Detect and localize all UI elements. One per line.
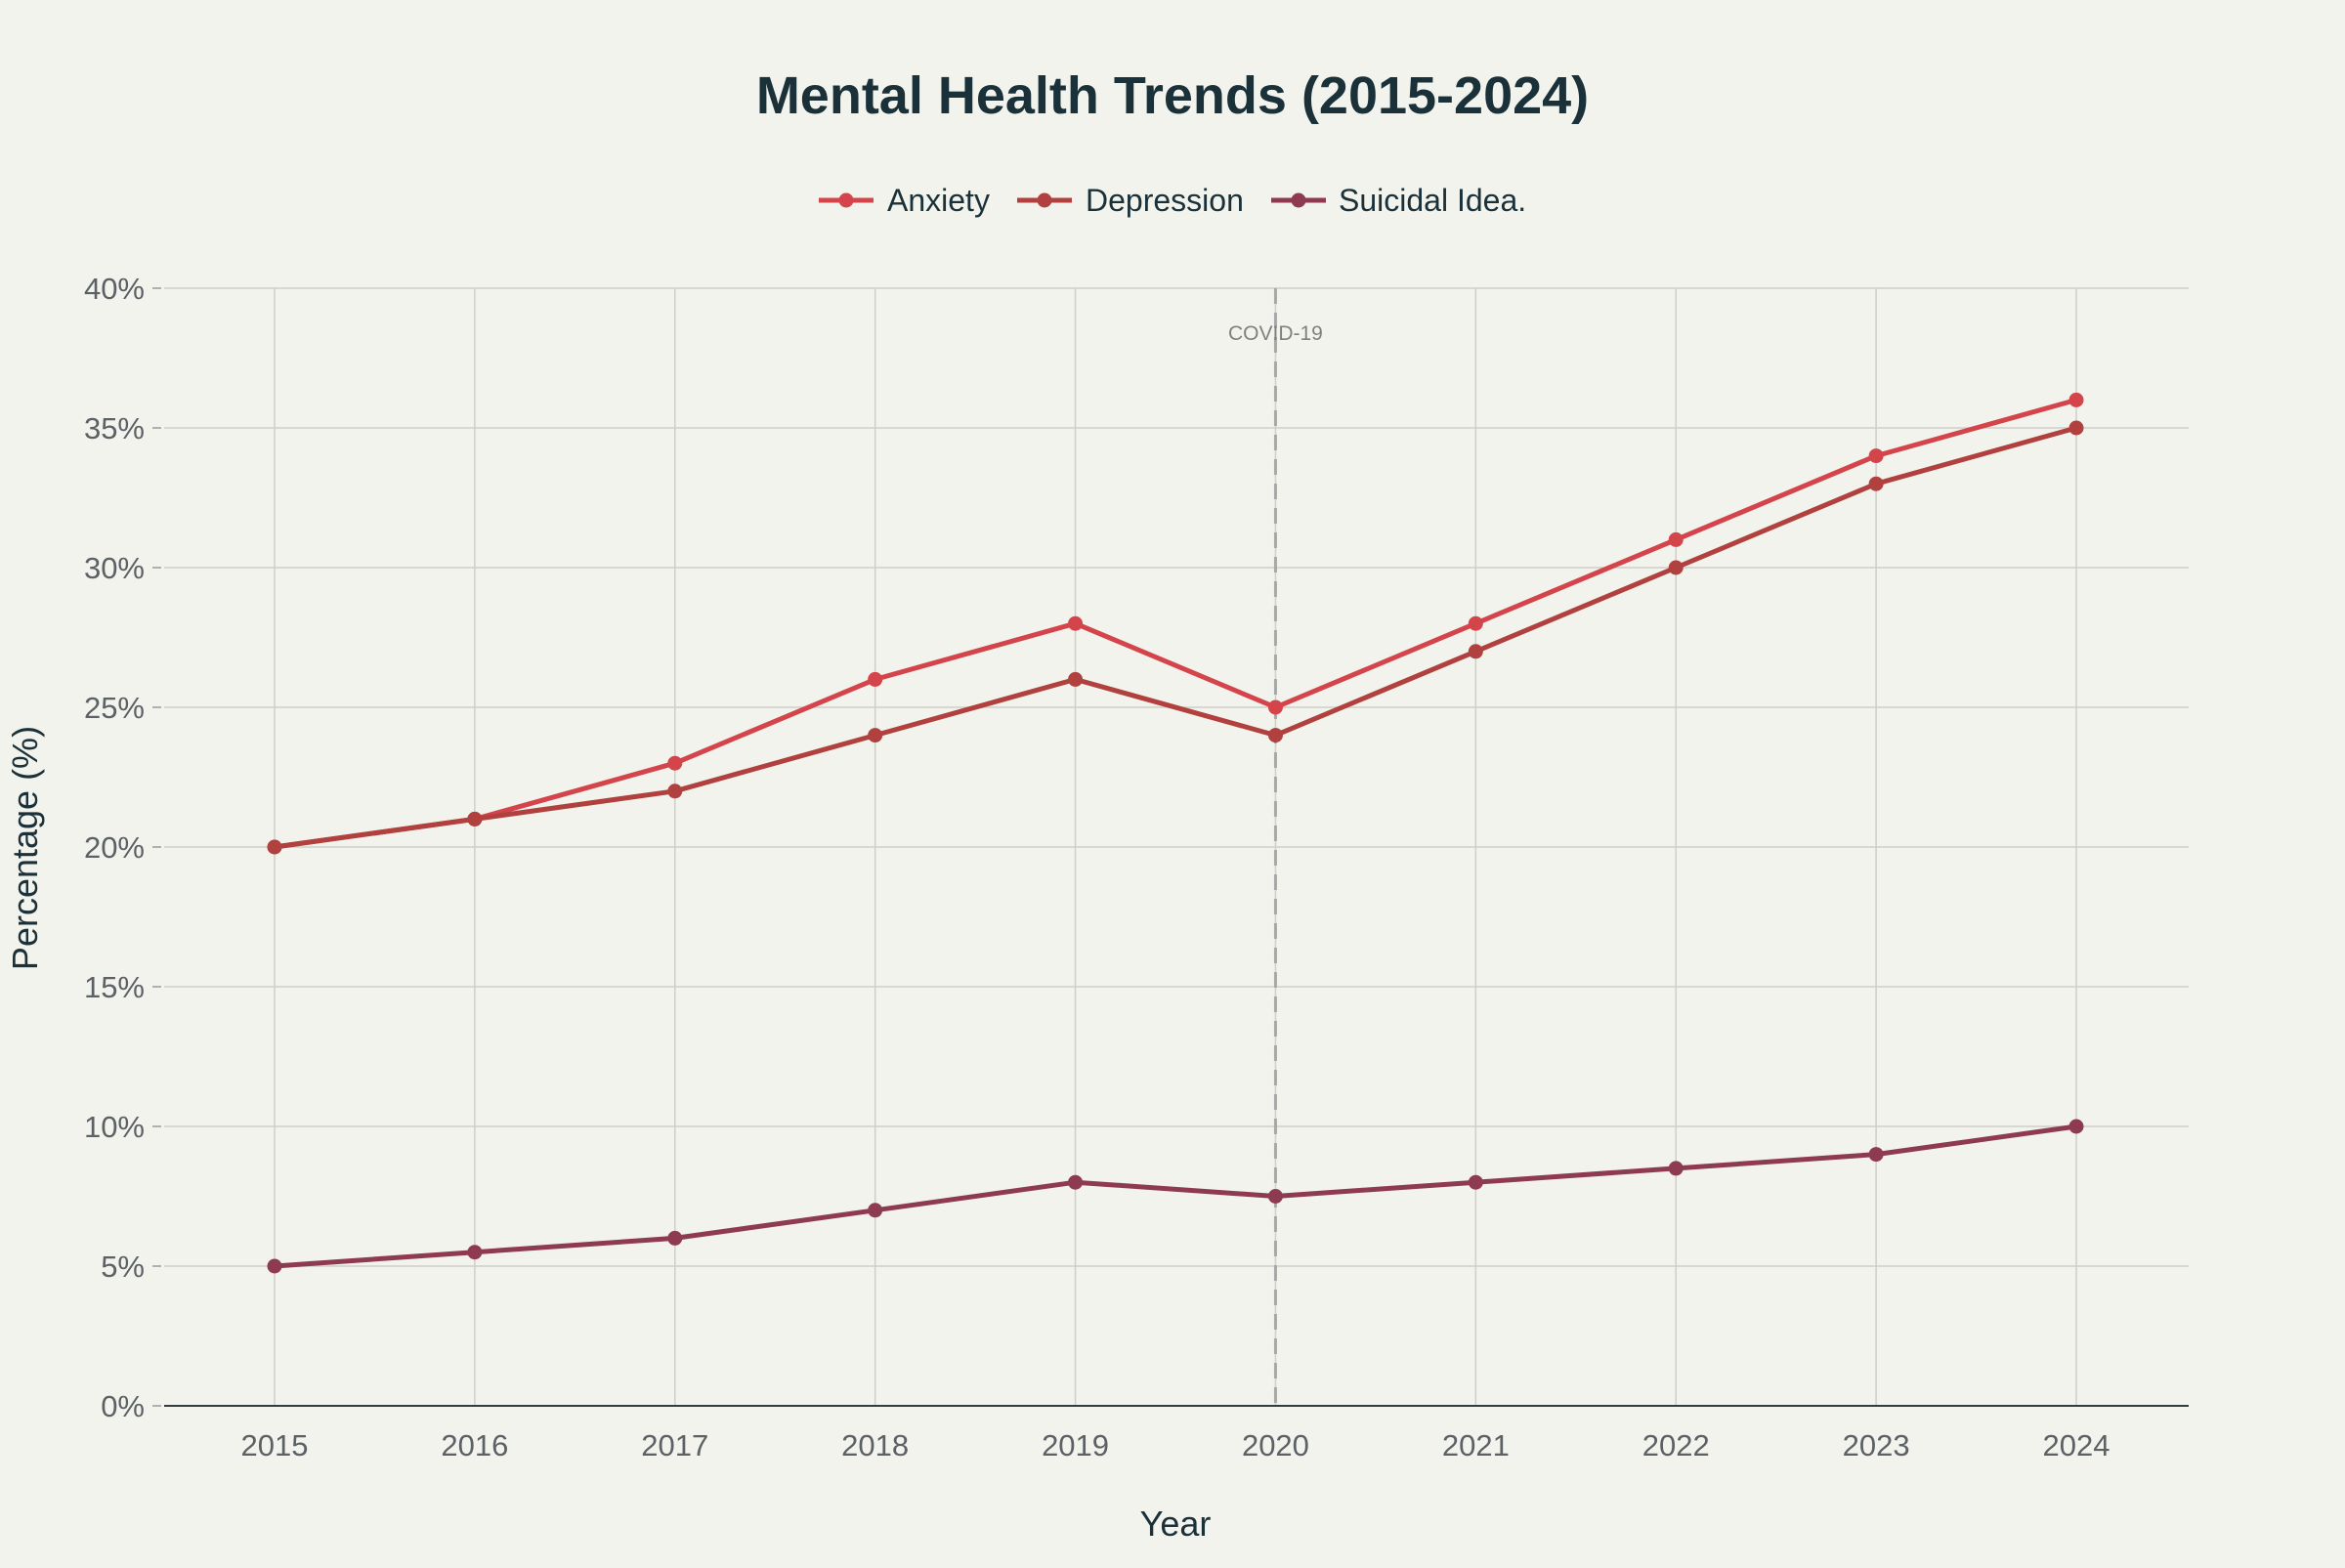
chart-title: Mental Health Trends (2015-2024) [756, 66, 1589, 125]
y-tick-label: 10% [84, 1110, 145, 1144]
x-tick-label: 2023 [1843, 1428, 1910, 1462]
legend-item-depression: Depression [1017, 183, 1244, 218]
data-point-suicidal-idea [1068, 1174, 1084, 1190]
covid-annotation-label: COVID-19 [1228, 322, 1323, 345]
series-anxiety [267, 392, 2084, 855]
legend-item-suicidal-idea: Suicidal Idea. [1271, 183, 1526, 218]
series-depression [267, 420, 2084, 855]
series-line-anxiety [272, 397, 2079, 850]
data-point-anxiety [1668, 531, 1684, 547]
y-tick-label: 35% [84, 411, 145, 445]
data-point-anxiety [667, 755, 683, 771]
data-point-suicidal-idea [868, 1203, 883, 1218]
x-tick-label: 2022 [1642, 1428, 1710, 1462]
data-point-anxiety [1868, 448, 1884, 464]
annotations: COVID-19 [1228, 288, 1323, 1406]
data-point-suicidal-idea [467, 1245, 483, 1260]
y-tick-label: 30% [84, 551, 145, 585]
data-point-depression [1468, 644, 1483, 659]
x-tick-label: 2018 [841, 1428, 909, 1462]
legend-label: Suicidal Idea. [1339, 183, 1526, 218]
y-tick-label: 20% [84, 830, 145, 865]
data-point-anxiety [1468, 615, 1483, 631]
legend-swatch-marker [1291, 192, 1306, 208]
y-tick-label: 5% [101, 1250, 145, 1284]
legend: Anxiety Depression Suicidal Idea. [819, 183, 1526, 218]
x-tick-label: 2017 [641, 1428, 708, 1462]
data-point-suicidal-idea [2068, 1119, 2084, 1134]
data-point-suicidal-idea [267, 1258, 282, 1274]
y-axis-title: Percentage (%) [5, 726, 45, 970]
legend-swatch-marker [838, 192, 854, 208]
grid-lines [164, 287, 2189, 1406]
data-point-anxiety [2068, 392, 2084, 407]
x-tick-label: 2019 [1042, 1428, 1109, 1462]
y-tick-label: 15% [84, 970, 145, 1004]
legend-item-anxiety: Anxiety [819, 183, 990, 218]
legend-swatch-marker [1037, 192, 1052, 208]
x-tick-label: 2015 [241, 1428, 309, 1462]
data-point-depression [1267, 728, 1283, 743]
data-point-suicidal-idea [1267, 1189, 1283, 1204]
y-tick-label: 40% [84, 272, 145, 306]
series-line-suicidal-idea [272, 1123, 2079, 1269]
legend-label: Anxiety [887, 183, 990, 218]
x-axis-title: Year [1140, 1504, 1212, 1544]
series-suicidal-idea [267, 1119, 2084, 1274]
data-point-depression [1068, 671, 1084, 687]
data-point-anxiety [1068, 615, 1084, 631]
data-point-depression [2068, 420, 2084, 436]
data-point-anxiety [868, 671, 883, 687]
x-tick-label: 2021 [1442, 1428, 1510, 1462]
data-point-anxiety [1267, 699, 1283, 715]
data-point-suicidal-idea [1868, 1147, 1884, 1163]
data-point-depression [667, 784, 683, 799]
x-tick-label: 2016 [441, 1428, 508, 1462]
x-tick-label: 2024 [2043, 1428, 2110, 1462]
data-point-depression [868, 728, 883, 743]
data-point-depression [1868, 476, 1884, 491]
data-point-depression [467, 811, 483, 826]
series-line-depression [272, 425, 2079, 850]
legend-label: Depression [1086, 183, 1244, 218]
y-tick-label: 0% [101, 1389, 145, 1423]
data-point-suicidal-idea [1668, 1161, 1684, 1176]
series-layer [267, 392, 2084, 1274]
y-tick-label: 25% [84, 691, 145, 725]
data-point-depression [267, 839, 282, 855]
x-tick-label: 2020 [1242, 1428, 1309, 1462]
data-point-suicidal-idea [1468, 1174, 1483, 1190]
data-point-suicidal-idea [667, 1230, 683, 1246]
axes: 0% 5% 10% 15% 20% 25% 30% 35% 40% 2015 2016 2017 201… [84, 272, 2189, 1462]
data-point-depression [1668, 560, 1684, 575]
